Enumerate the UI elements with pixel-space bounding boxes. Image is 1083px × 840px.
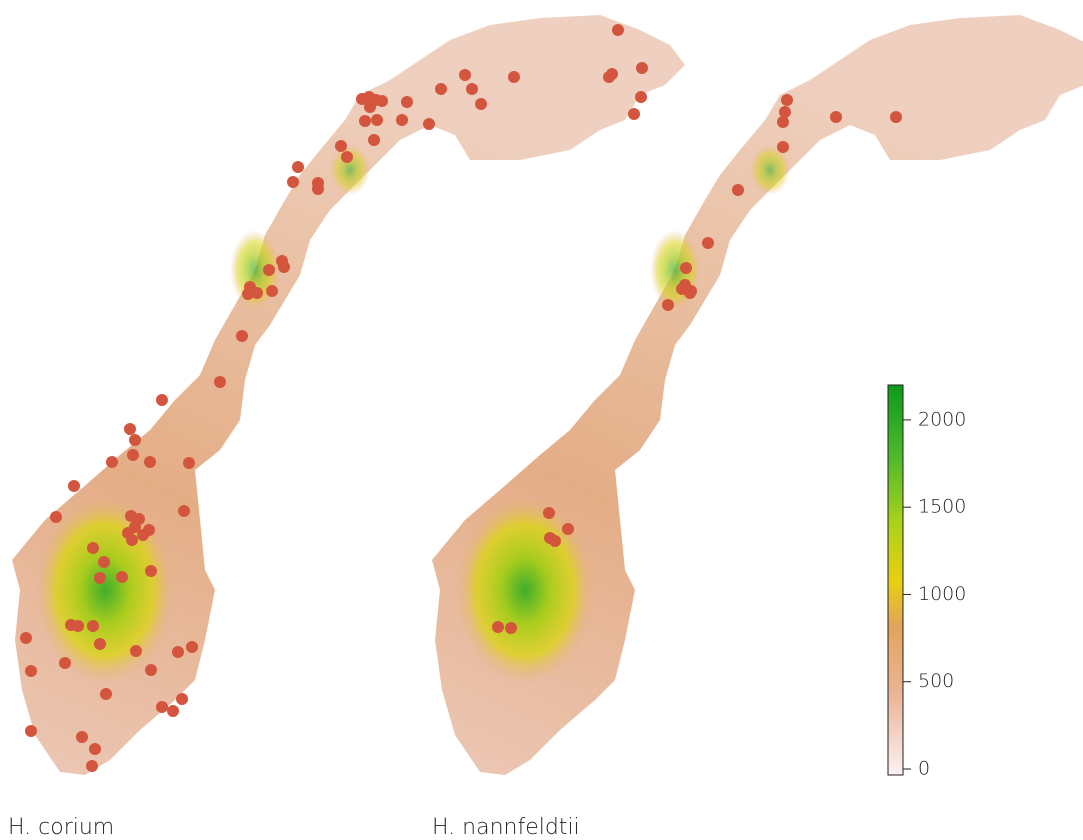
occurrence-dot bbox=[50, 511, 62, 523]
occurrence-dot bbox=[156, 701, 168, 713]
occurrence-dot bbox=[505, 622, 517, 634]
occurrence-dot bbox=[435, 83, 447, 95]
occurrence-dot bbox=[178, 505, 190, 517]
occurrence-dot bbox=[183, 457, 195, 469]
occurrence-dot bbox=[543, 507, 555, 519]
occurrence-dot bbox=[549, 535, 561, 547]
occurrence-dot bbox=[236, 330, 248, 342]
occurrence-dot bbox=[680, 262, 692, 274]
occurrence-dot bbox=[830, 111, 842, 123]
occurrence-dot bbox=[263, 264, 275, 276]
occurrence-dot bbox=[94, 638, 106, 650]
occurrence-dot bbox=[684, 287, 696, 299]
occurrence-dot bbox=[144, 456, 156, 468]
occurrence-dot bbox=[72, 620, 84, 632]
occurrence-dot bbox=[76, 731, 88, 743]
figure: H. corium H. nannfeldtii 0 500 1000 1500 200… bbox=[0, 0, 1083, 840]
occurrence-dot bbox=[636, 62, 648, 74]
highland bbox=[35, 495, 175, 685]
map-label: H. corium bbox=[8, 815, 114, 840]
occurrence-dot bbox=[68, 480, 80, 492]
occurrence-dot bbox=[292, 161, 304, 173]
occurrence-dot bbox=[702, 237, 714, 249]
occurrence-dot bbox=[459, 69, 471, 81]
occurrence-dot bbox=[214, 376, 226, 388]
occurrence-dot bbox=[376, 95, 388, 107]
occurrence-dot bbox=[129, 434, 141, 446]
occurrence-dot bbox=[266, 285, 278, 297]
occurrence-dot bbox=[628, 108, 640, 120]
occurrence-dot bbox=[25, 725, 37, 737]
occurrence-dot bbox=[359, 115, 371, 127]
occurrence-dot bbox=[396, 114, 408, 126]
occurrence-dot bbox=[401, 96, 413, 108]
occurrence-dot bbox=[278, 261, 290, 273]
occurrence-dot bbox=[116, 571, 128, 583]
occurrence-dot bbox=[94, 572, 106, 584]
occurrence-dot bbox=[25, 665, 37, 677]
occurrence-dot bbox=[20, 632, 32, 644]
occurrence-dot bbox=[423, 118, 435, 130]
occurrence-dot bbox=[492, 621, 504, 633]
highland bbox=[455, 495, 595, 685]
occurrence-dot bbox=[779, 106, 791, 118]
occurrence-dot bbox=[87, 620, 99, 632]
occurrence-dot bbox=[662, 299, 674, 311]
tick-label: 2000 bbox=[918, 408, 966, 430]
occurrence-dot bbox=[777, 141, 789, 153]
occurrence-dot bbox=[732, 184, 744, 196]
occurrence-dot bbox=[890, 111, 902, 123]
colorbar bbox=[888, 385, 903, 775]
occurrence-dot bbox=[635, 91, 647, 103]
occurrence-dot bbox=[777, 116, 789, 128]
tick-label: 500 bbox=[918, 670, 954, 692]
occurrence-dot bbox=[143, 524, 155, 536]
occurrence-dot bbox=[89, 743, 101, 755]
occurrence-dot bbox=[59, 657, 71, 669]
occurrence-dot bbox=[100, 688, 112, 700]
occurrence-dot bbox=[612, 24, 624, 36]
occurrence-dot bbox=[124, 423, 136, 435]
occurrence-dot bbox=[156, 394, 168, 406]
occurrence-dot bbox=[145, 664, 157, 676]
occurrence-dot bbox=[126, 534, 138, 546]
occurrence-dot bbox=[368, 134, 380, 146]
occurrence-dot bbox=[106, 456, 118, 468]
occurrence-dot bbox=[508, 71, 520, 83]
occurrence-dot bbox=[87, 542, 99, 554]
occurrence-dot bbox=[335, 140, 347, 152]
occurrence-dot bbox=[466, 83, 478, 95]
tick-label: 1000 bbox=[918, 583, 966, 605]
occurrence-dot bbox=[364, 101, 376, 113]
occurrence-dot bbox=[130, 645, 142, 657]
occurrence-dot bbox=[98, 556, 110, 568]
map-label: H. nannfeldtii bbox=[432, 815, 580, 840]
occurrence-dot bbox=[312, 183, 324, 195]
occurrence-dot bbox=[287, 176, 299, 188]
occurrence-dot bbox=[145, 565, 157, 577]
occurrence-dot bbox=[86, 760, 98, 772]
occurrence-dot bbox=[603, 71, 615, 83]
tick-label: 0 bbox=[918, 758, 930, 780]
occurrence-dot bbox=[186, 641, 198, 653]
occurrence-dot bbox=[781, 94, 793, 106]
occurrence-dot bbox=[251, 287, 263, 299]
occurrence-dot bbox=[172, 646, 184, 658]
occurrence-dot bbox=[341, 151, 353, 163]
occurrence-dot bbox=[127, 449, 139, 461]
occurrence-dot bbox=[475, 98, 487, 110]
tick-label: 1500 bbox=[918, 496, 966, 518]
occurrence-dot bbox=[167, 705, 179, 717]
occurrence-dot bbox=[562, 523, 574, 535]
occurrence-dot bbox=[371, 114, 383, 126]
occurrence-dot bbox=[176, 693, 188, 705]
